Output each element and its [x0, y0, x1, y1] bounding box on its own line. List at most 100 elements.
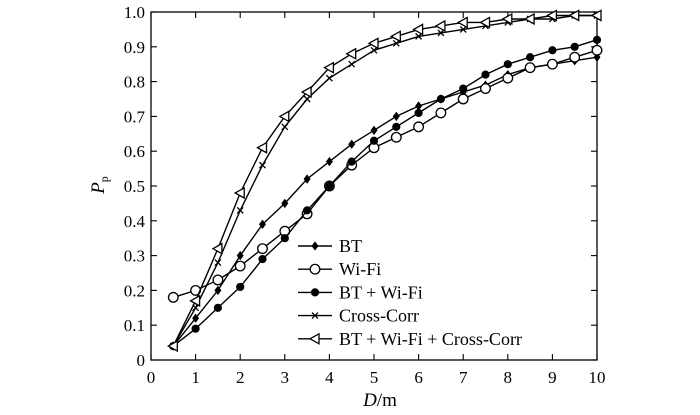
data-point-cross-corr — [214, 259, 222, 267]
data-point-cross-corr — [303, 95, 311, 103]
legend-item-cross-corr: Cross-Corr — [298, 306, 419, 326]
data-point-wi-fi — [413, 121, 425, 133]
y-tick-label: 0 — [137, 351, 146, 370]
data-point-bt-wi-fi-cross-corr — [479, 16, 491, 29]
y-tick-label: 0.7 — [124, 107, 146, 126]
legend-marker — [311, 241, 319, 251]
x-tick-label: 7 — [459, 368, 468, 387]
data-point-bt-wi-fi — [191, 324, 200, 333]
legend-marker — [308, 332, 320, 345]
data-point-bt — [370, 125, 378, 135]
data-point-bt-wi-fi-cross-corr — [256, 141, 268, 154]
data-point-wi-fi — [390, 131, 402, 143]
data-point-wi-fi — [569, 51, 581, 63]
data-point-bt — [281, 198, 289, 209]
data-point-bt — [392, 111, 400, 122]
legend-label: Cross-Corr — [339, 306, 419, 326]
data-point-cross-corr — [348, 60, 356, 68]
data-point-bt-wi-fi-cross-corr — [501, 12, 513, 26]
x-tick-label: 0 — [147, 368, 156, 387]
data-point-bt-wi-fi-cross-corr — [434, 19, 446, 33]
data-point-bt-wi-fi-cross-corr — [590, 9, 602, 22]
data-point-bt-wi-fi-cross-corr — [211, 242, 223, 255]
data-point-bt-wi-fi-cross-corr — [546, 9, 558, 22]
data-point-wi-fi — [502, 72, 514, 84]
data-point-bt-wi-fi — [459, 84, 468, 93]
data-point-cross-corr — [415, 32, 423, 40]
data-point-bt-wi-fi-cross-corr — [568, 9, 580, 22]
y-tick-label: 0.6 — [124, 142, 145, 161]
data-point-bt-wi-fi-cross-corr — [166, 339, 178, 353]
y-tick-label: 0.2 — [124, 281, 145, 300]
x-tick-label: 3 — [281, 368, 290, 387]
y-tick-label: 0.8 — [124, 73, 145, 92]
data-point-bt-wi-fi — [213, 303, 222, 312]
data-point-wi-fi — [524, 62, 536, 74]
data-point-cross-corr — [437, 29, 445, 37]
data-point-cross-corr — [392, 39, 400, 47]
data-point-wi-fi — [457, 93, 469, 105]
data-point-bt-wi-fi — [258, 254, 267, 264]
legend: BT Wi-Fi BT + Wi-Fi Cross-Corr BT + Wi-Fi + … — [298, 236, 522, 349]
data-point-bt-wi-fi — [570, 42, 579, 51]
data-point-bt-wi-fi-cross-corr — [323, 61, 335, 74]
data-point-bt — [303, 174, 311, 184]
data-point-bt-wi-fi — [414, 108, 423, 118]
data-point-bt-wi-fi — [526, 53, 535, 62]
x-axis-title: D/m — [362, 390, 397, 411]
data-point-cross-corr — [236, 206, 244, 214]
data-point-wi-fi — [212, 274, 224, 286]
data-point-bt — [325, 156, 333, 167]
data-point-bt — [214, 285, 222, 296]
series-wi-fi — [167, 44, 603, 303]
data-point-wi-fi — [435, 107, 447, 119]
data-point-bt-wi-fi-cross-corr — [523, 12, 535, 26]
data-point-bt-wi-fi-cross-corr — [456, 16, 468, 29]
x-tick-label: 2 — [236, 368, 245, 387]
legend-item-bt-wi-fi-cross-corr: BT + Wi-Fi + Cross-Corr — [298, 329, 522, 349]
data-point-bt-wi-fi — [280, 234, 289, 243]
data-point-bt — [415, 101, 423, 111]
x-tick-label: 4 — [325, 368, 334, 387]
data-point-bt-wi-fi-cross-corr — [345, 47, 357, 60]
y-tick-label: 0.9 — [124, 38, 145, 57]
data-point-wi-fi — [167, 291, 179, 303]
legend-label: BT + Wi-Fi — [339, 282, 423, 302]
series-bt-wi-fi-cross-corr — [166, 9, 602, 353]
data-point-cross-corr — [459, 25, 467, 33]
legend-marker — [310, 288, 320, 297]
data-point-bt — [236, 250, 244, 261]
data-point-wi-fi — [257, 243, 268, 255]
data-point-bt-wi-fi — [236, 282, 245, 292]
y-tick-label: 0.1 — [124, 316, 145, 335]
y-tick-label: 0.4 — [124, 212, 146, 231]
x-tick-label: 1 — [191, 368, 200, 387]
data-point-bt-wi-fi — [392, 122, 401, 131]
y-tick-label: 1.0 — [124, 3, 145, 22]
data-point-bt-wi-fi — [481, 70, 490, 79]
legend-label: BT + Wi-Fi + Cross-Corr — [339, 329, 522, 349]
y-axis-title: Pp — [88, 176, 111, 195]
data-point-wi-fi — [546, 58, 558, 70]
legend-item-wi-fi: Wi-Fi — [298, 259, 381, 279]
data-point-bt-wi-fi — [347, 157, 356, 166]
data-point-wi-fi — [234, 260, 246, 272]
data-point-cross-corr — [259, 161, 266, 169]
legend-marker — [311, 312, 319, 320]
legend-item-bt: BT — [298, 236, 362, 256]
data-point-bt — [259, 219, 266, 229]
data-point-bt-wi-fi-cross-corr — [367, 37, 379, 50]
x-tick-label: 9 — [548, 368, 557, 387]
data-point-bt — [348, 139, 356, 149]
legend-item-bt-wi-fi: BT + Wi-Fi — [298, 282, 423, 302]
y-tick-label: 0.5 — [124, 177, 145, 196]
data-point-bt-wi-fi — [436, 94, 445, 104]
data-point-bt-wi-fi-cross-corr — [412, 23, 424, 36]
data-point-cross-corr — [325, 74, 333, 82]
data-point-bt-wi-fi — [325, 181, 334, 191]
data-point-bt-wi-fi — [303, 206, 312, 215]
data-point-bt-wi-fi-cross-corr — [389, 30, 401, 43]
x-tick-label: 8 — [504, 368, 513, 387]
data-point-cross-corr — [281, 123, 289, 131]
